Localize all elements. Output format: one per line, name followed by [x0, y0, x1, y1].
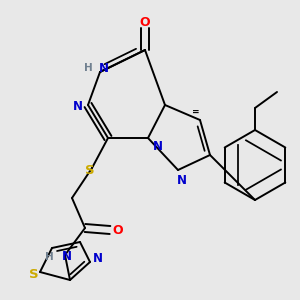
Text: N: N: [73, 100, 83, 113]
Text: H: H: [84, 63, 92, 73]
Text: =: =: [192, 107, 200, 116]
Text: O: O: [113, 224, 123, 236]
Text: N: N: [62, 250, 72, 263]
Text: O: O: [140, 16, 150, 28]
Text: N: N: [99, 61, 109, 74]
Text: H: H: [45, 252, 53, 262]
Text: N: N: [153, 140, 163, 152]
Text: S: S: [29, 268, 39, 281]
Text: N: N: [177, 173, 187, 187]
Text: N: N: [93, 251, 103, 265]
Text: S: S: [85, 164, 95, 176]
